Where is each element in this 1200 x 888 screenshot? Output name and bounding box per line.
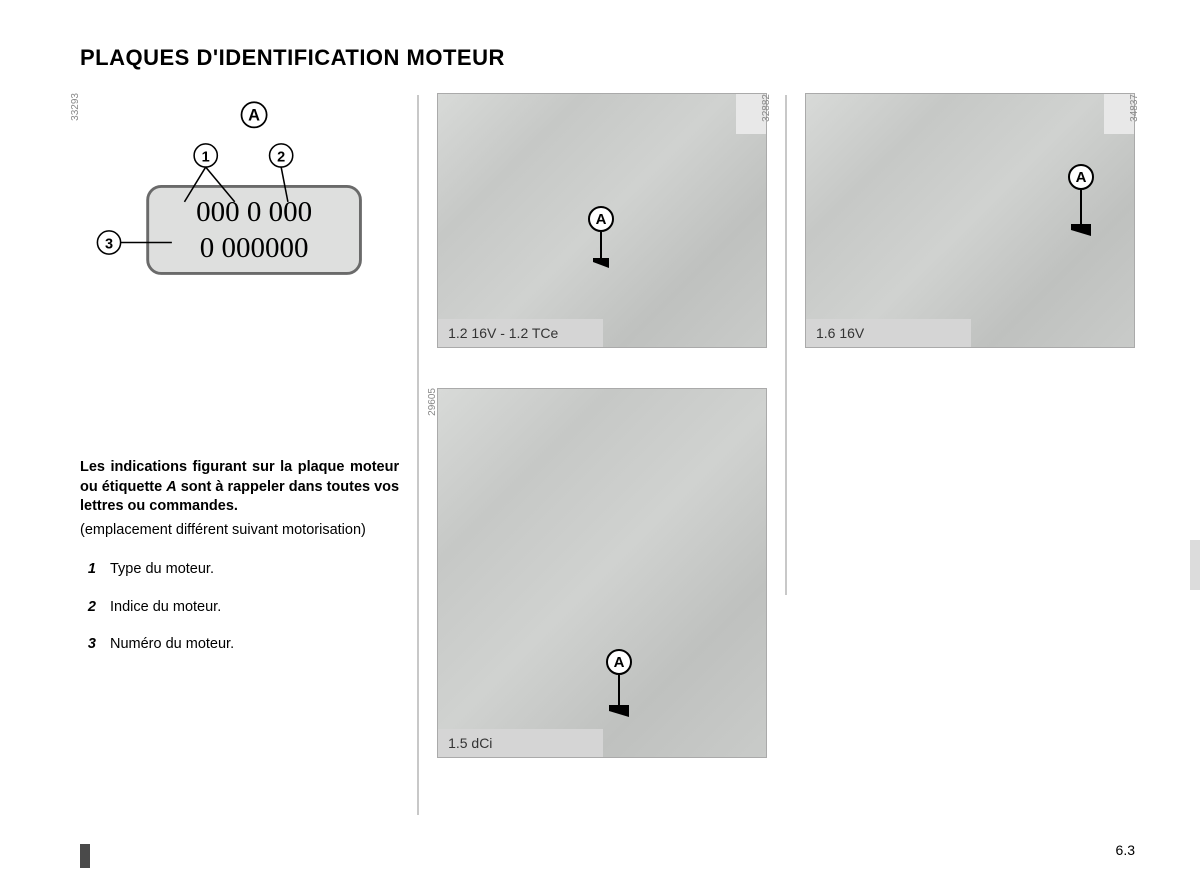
plate-marker: A (1068, 164, 1094, 240)
page-title: PLAQUES D'IDENTIFICATION MOTEUR (80, 45, 1135, 71)
legend-num: 3 (80, 635, 96, 655)
column-3: 34837 A 1.6 16V (805, 93, 1135, 833)
engine-photo-16-16v: 34837 A 1.6 16V (805, 93, 1135, 348)
svg-text:A: A (248, 107, 260, 125)
intro-bold: Les indications figurant sur la plaque m… (80, 458, 399, 517)
legend-list: 1 Type du moteur. 2 Indice du moteur. 3 … (80, 560, 399, 655)
plate-diagram: 33293 A 1 2 3 000 0 000 (80, 93, 399, 363)
marker-arrow-icon (588, 232, 614, 272)
svg-text:3: 3 (105, 236, 113, 252)
legend-text: Type du moteur. (110, 560, 214, 580)
column-separator (785, 95, 787, 595)
image-number: 34837 (1129, 94, 1140, 122)
legend-item: 3 Numéro du moteur. (80, 635, 399, 655)
plate-marker: A (588, 206, 614, 272)
plate-marker: A (606, 649, 632, 721)
page-edge-tab (1190, 540, 1200, 590)
columns-wrap: 33293 A 1 2 3 000 0 000 (80, 93, 1135, 833)
engine-photo-15-dci: A 1.5 dCi (437, 388, 767, 758)
footer-mark (80, 844, 90, 868)
marker-arrow-icon (606, 675, 632, 721)
column-2: 32882 A 1.2 16V - 1.2 TCe 29605 A (437, 93, 767, 833)
intro-note: (emplacement différent suivant motori­sa… (80, 521, 399, 541)
marker-letter: A (606, 649, 632, 675)
photo-caption: 1.6 16V (806, 319, 971, 347)
intro-letter-a: A (166, 479, 176, 495)
svg-text:1: 1 (202, 149, 210, 165)
legend-num: 1 (80, 560, 96, 580)
legend-item: 1 Type du moteur. (80, 560, 399, 580)
column-separator (417, 95, 419, 815)
marker-letter: A (1068, 164, 1094, 190)
photo-caption: 1.5 dCi (438, 729, 603, 757)
legend-item: 2 Indice du moteur. (80, 598, 399, 618)
legend-text: Indice du moteur. (110, 598, 221, 618)
page-number: 6.3 (1116, 842, 1135, 858)
marker-arrow-icon (1068, 190, 1094, 240)
body-text: Les indications figurant sur la plaque m… (80, 458, 399, 655)
image-number: 32882 (761, 94, 772, 122)
legend-text: Numéro du moteur. (110, 635, 234, 655)
manual-page: PLAQUES D'IDENTIFICATION MOTEUR 33293 A … (0, 0, 1200, 888)
plate-diagram-svg: A 1 2 3 000 0 000 0 000000 (80, 93, 399, 363)
marker-letter: A (588, 206, 614, 232)
svg-text:2: 2 (277, 149, 285, 165)
svg-text:0 000000: 0 000000 (200, 232, 309, 264)
column-1: 33293 A 1 2 3 000 0 000 (80, 93, 399, 833)
engine-photo-12-16v: 32882 A 1.2 16V - 1.2 TCe (437, 93, 767, 348)
svg-text:000 0 000: 000 0 000 (196, 196, 312, 228)
legend-num: 2 (80, 598, 96, 618)
photo-caption: 1.2 16V - 1.2 TCe (438, 319, 603, 347)
